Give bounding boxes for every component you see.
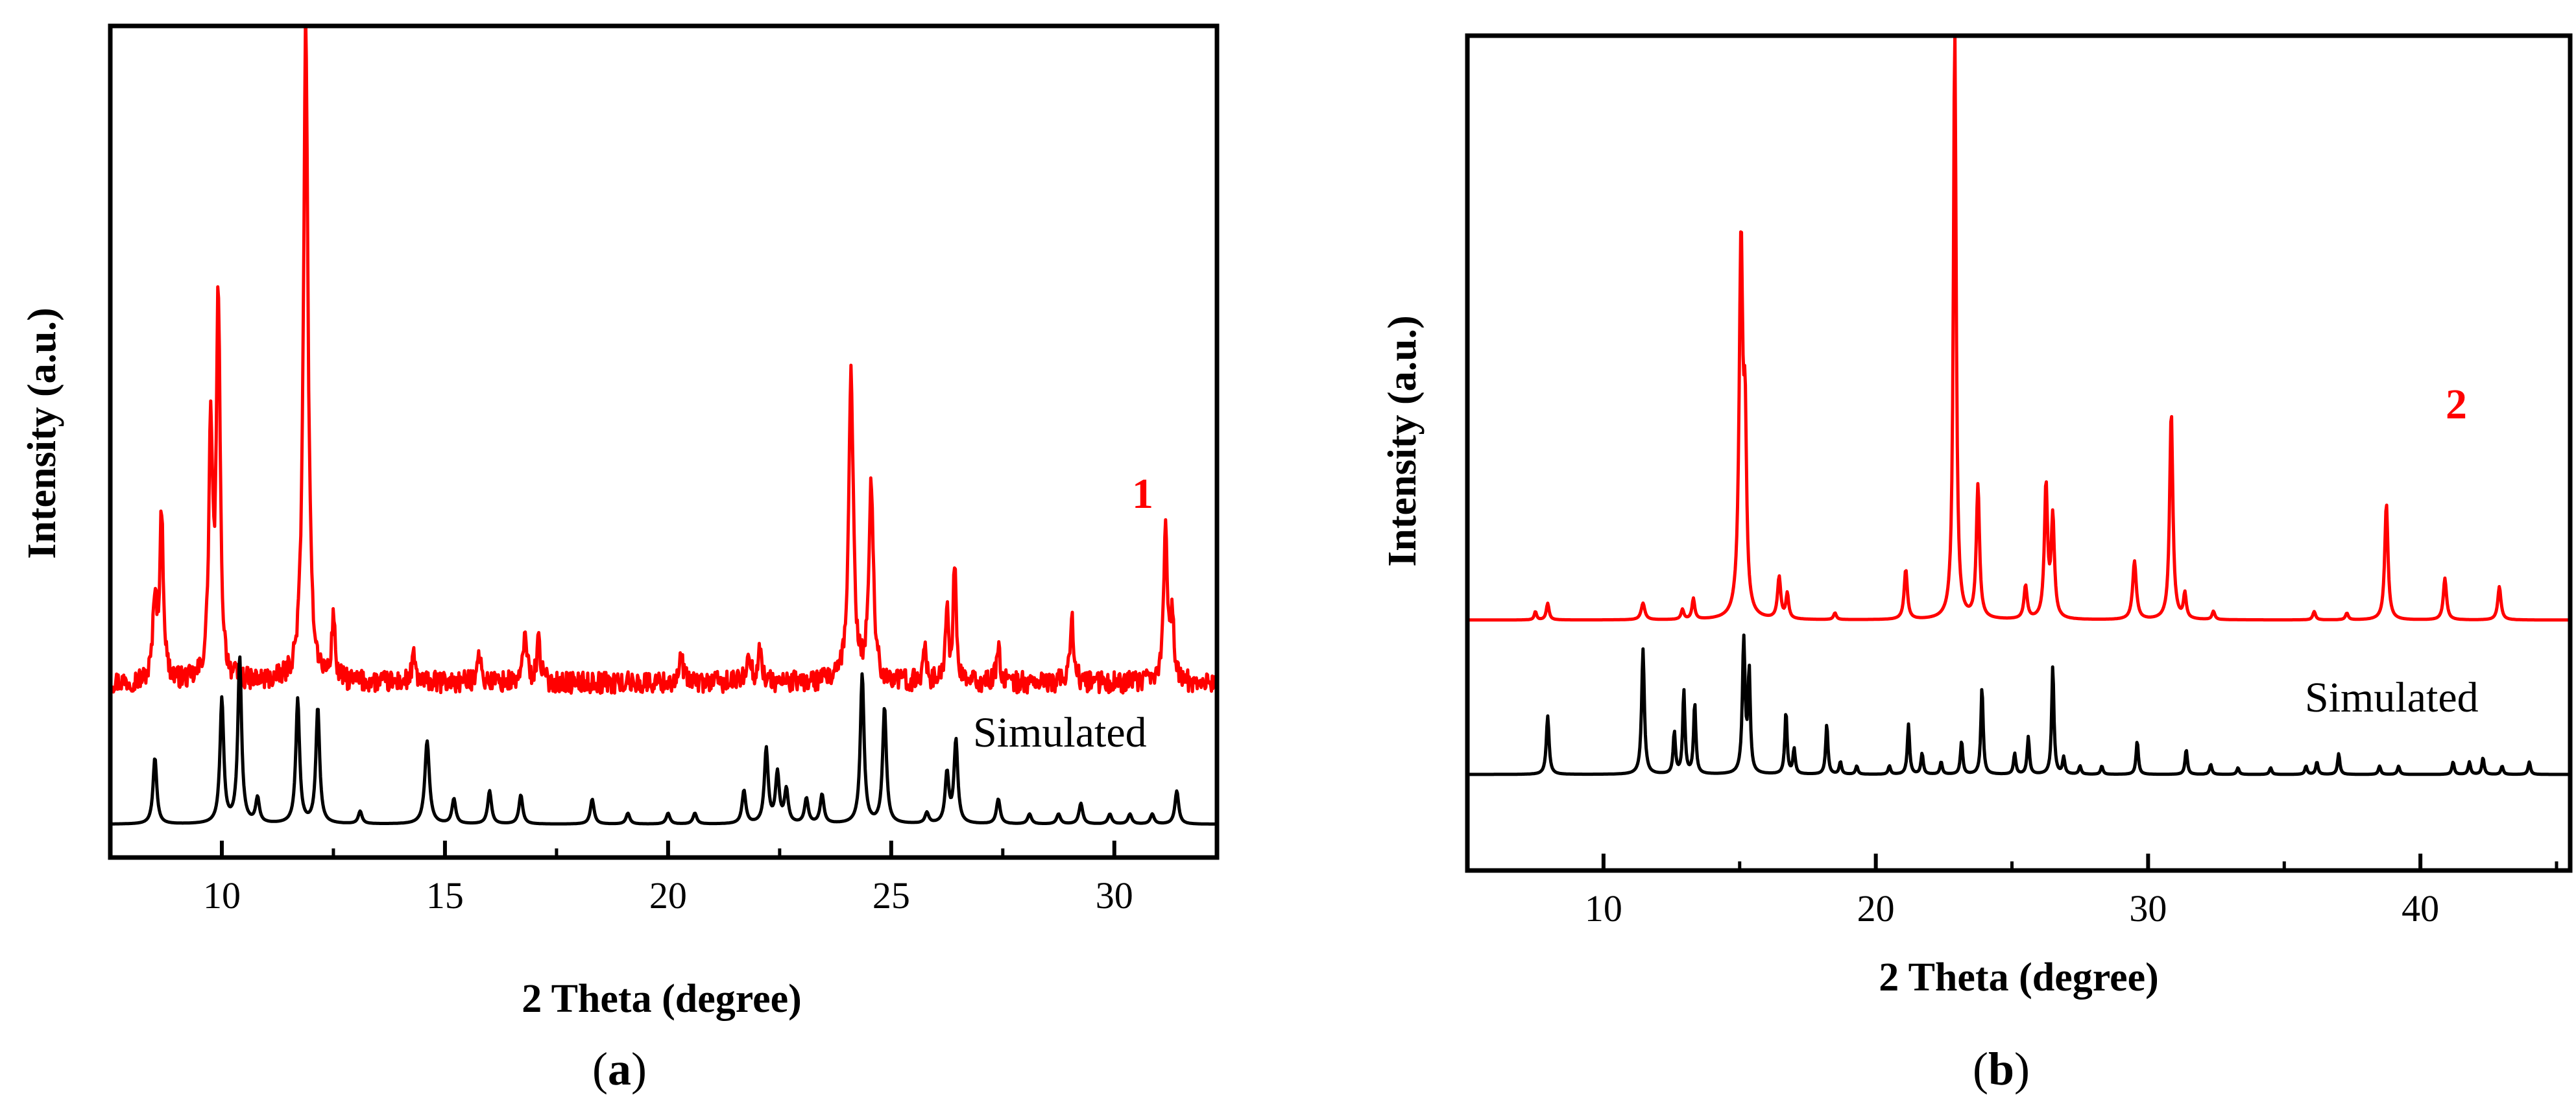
panel-a-x-tick-label: 25 [873,874,910,917]
panel-a-sample-label: 1 [1132,470,1153,518]
panel-a-x-tick-label: 15 [426,874,464,917]
panel-b: Intensity (a.u.) 10 20 30 40 Simulated 2 2 … [1380,33,2573,1095]
panel-a-series-simulated-line [110,655,1217,826]
panel-a-y-axis-label: Intensity (a.u.) [20,307,64,559]
panel-a-x-axis-label: 2 Theta (degree) [522,977,802,1021]
panel-a-series-experimental-line [110,26,1217,695]
panel-b-x-tick-label: 20 [1857,887,1895,930]
panel-a-x-tick-label: 30 [1096,874,1133,917]
panel-a-simulated-label: Simulated [973,709,1147,756]
panel-b-axes-frame [1465,33,2573,873]
panel-b-y-axis-label: Intensity (a.u.) [1380,315,1425,567]
panel-a-x-tick-label: 20 [649,874,687,917]
panel-b-sample-label: 2 [2446,381,2467,428]
panel-a-axes-frame [108,23,1220,860]
panel-b-plot-area: 10 20 30 40 [1465,33,2573,930]
panel-a-plot-area: 10 15 20 25 30 [108,23,1220,917]
panel-a-tag: (a) [592,1043,647,1095]
panel-b-x-axis-label: 2 Theta (degree) [1879,955,2159,1000]
panel-b-series-experimental-line [1467,36,2570,622]
panel-a: Intensity (a.u.) 10 15 20 25 30 Simulated 1 … [20,23,1220,1095]
panel-b-tag: (b) [1973,1043,2030,1095]
panel-b-x-tick-label: 30 [2129,887,2167,930]
panel-b-x-tick-label: 10 [1585,887,1622,930]
panel-a-x-tick-label: 10 [203,874,241,917]
panel-b-series-simulated-line [1467,633,2570,776]
panel-b-simulated-label: Simulated [2305,674,2479,721]
panel-b-x-tick-label: 40 [2401,887,2439,930]
